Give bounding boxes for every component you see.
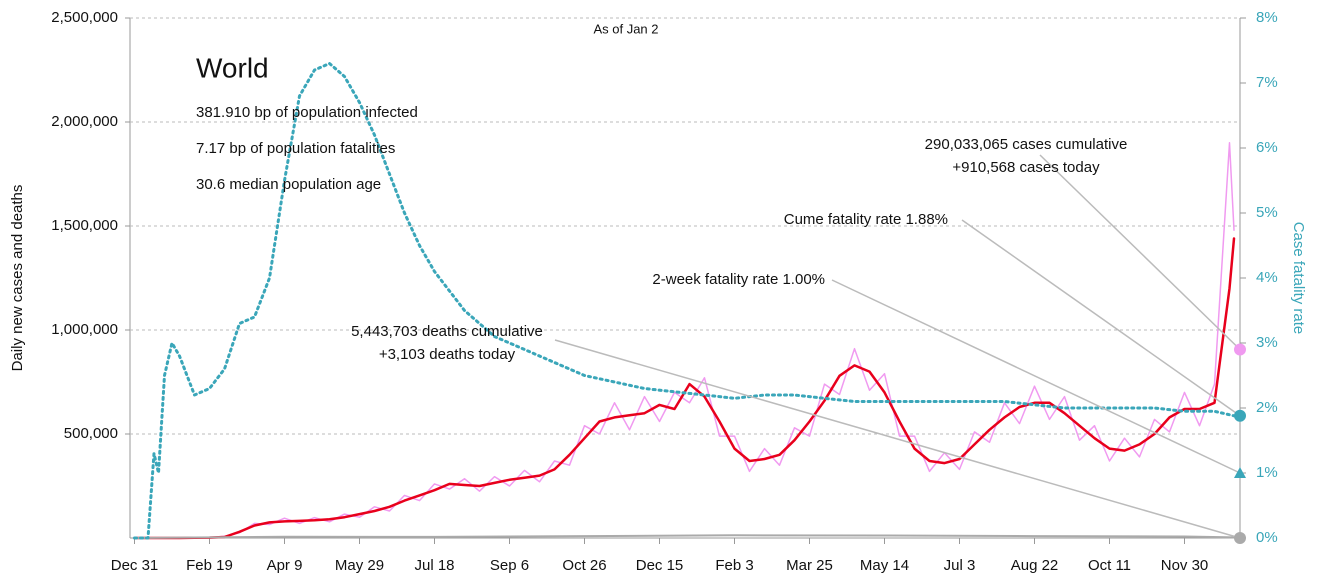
x-tick-label: Nov 30 [1161, 557, 1209, 574]
callout-text: Cume fatality rate 1.88% [784, 211, 948, 228]
y2-tick-label: 1% [1256, 464, 1278, 481]
series-line [133, 142, 1235, 539]
callout-marker [1234, 409, 1246, 422]
subtitle: As of Jan 2 [593, 21, 658, 36]
x-tick-label: Oct 11 [1088, 557, 1131, 574]
info-title: World [196, 52, 269, 83]
x-tick-label: Aug 22 [1011, 557, 1059, 574]
x-tick-label: Jul 3 [944, 557, 976, 574]
callout-marker [1234, 343, 1246, 356]
callout-line [961, 219, 1241, 417]
x-tick-label: Oct 26 [562, 557, 606, 574]
y-axis-label: Daily new cases and deaths [9, 185, 26, 372]
x-tick-label: Sep 6 [490, 557, 529, 574]
x-tick-label: May 14 [860, 557, 909, 574]
callout-text: 2-week fatality rate 1.00% [652, 271, 825, 288]
y2-tick-label: 5% [1256, 204, 1278, 221]
callout-line [831, 279, 1241, 474]
x-tick-label: Feb 19 [186, 557, 233, 574]
callout-text: 290,033,065 cases cumulative [925, 136, 1128, 153]
callout-text: +910,568 cases today [952, 159, 1100, 176]
y2-tick-label: 8% [1256, 9, 1278, 26]
callout-marker [1234, 467, 1246, 478]
x-tick-label: Dec 31 [111, 557, 159, 574]
y-tick-label: 1,500,000 [51, 217, 118, 234]
x-tick-label: Feb 3 [715, 557, 753, 574]
x-tick-label: Dec 15 [636, 557, 684, 574]
y2-tick-label: 2% [1256, 399, 1278, 416]
series-line [133, 62, 1236, 540]
series-line [133, 534, 1235, 539]
y2-axis-label: Case fatality rate [1290, 222, 1307, 335]
y-tick-label: 2,500,000 [51, 9, 118, 26]
x-tick-label: Apr 9 [267, 557, 303, 574]
callout-text: 5,443,703 deaths cumulative [351, 323, 543, 340]
x-tick-label: Mar 25 [786, 557, 833, 574]
callout-text: +3,103 deaths today [379, 346, 516, 363]
y-tick-label: 1,000,000 [51, 321, 118, 338]
callout-line [1039, 154, 1241, 351]
series-line [133, 237, 1236, 540]
y2-tick-label: 0% [1256, 529, 1278, 546]
info-line: 7.17 bp of population fatalities [196, 140, 395, 157]
callout-line [554, 339, 1241, 539]
y-tick-label: 2,000,000 [51, 113, 118, 130]
info-line: 30.6 median population age [196, 176, 381, 193]
x-tick-label: Jul 18 [414, 557, 454, 574]
y2-tick-label: 4% [1256, 269, 1278, 286]
y2-tick-label: 7% [1256, 74, 1278, 91]
info-line: 381.910 bp of population infected [196, 104, 418, 121]
y2-tick-label: 3% [1256, 334, 1278, 351]
y2-tick-label: 6% [1256, 139, 1278, 156]
callout-marker [1234, 532, 1246, 544]
x-tick-label: May 29 [335, 557, 384, 574]
y-tick-label: 500,000 [64, 425, 118, 442]
